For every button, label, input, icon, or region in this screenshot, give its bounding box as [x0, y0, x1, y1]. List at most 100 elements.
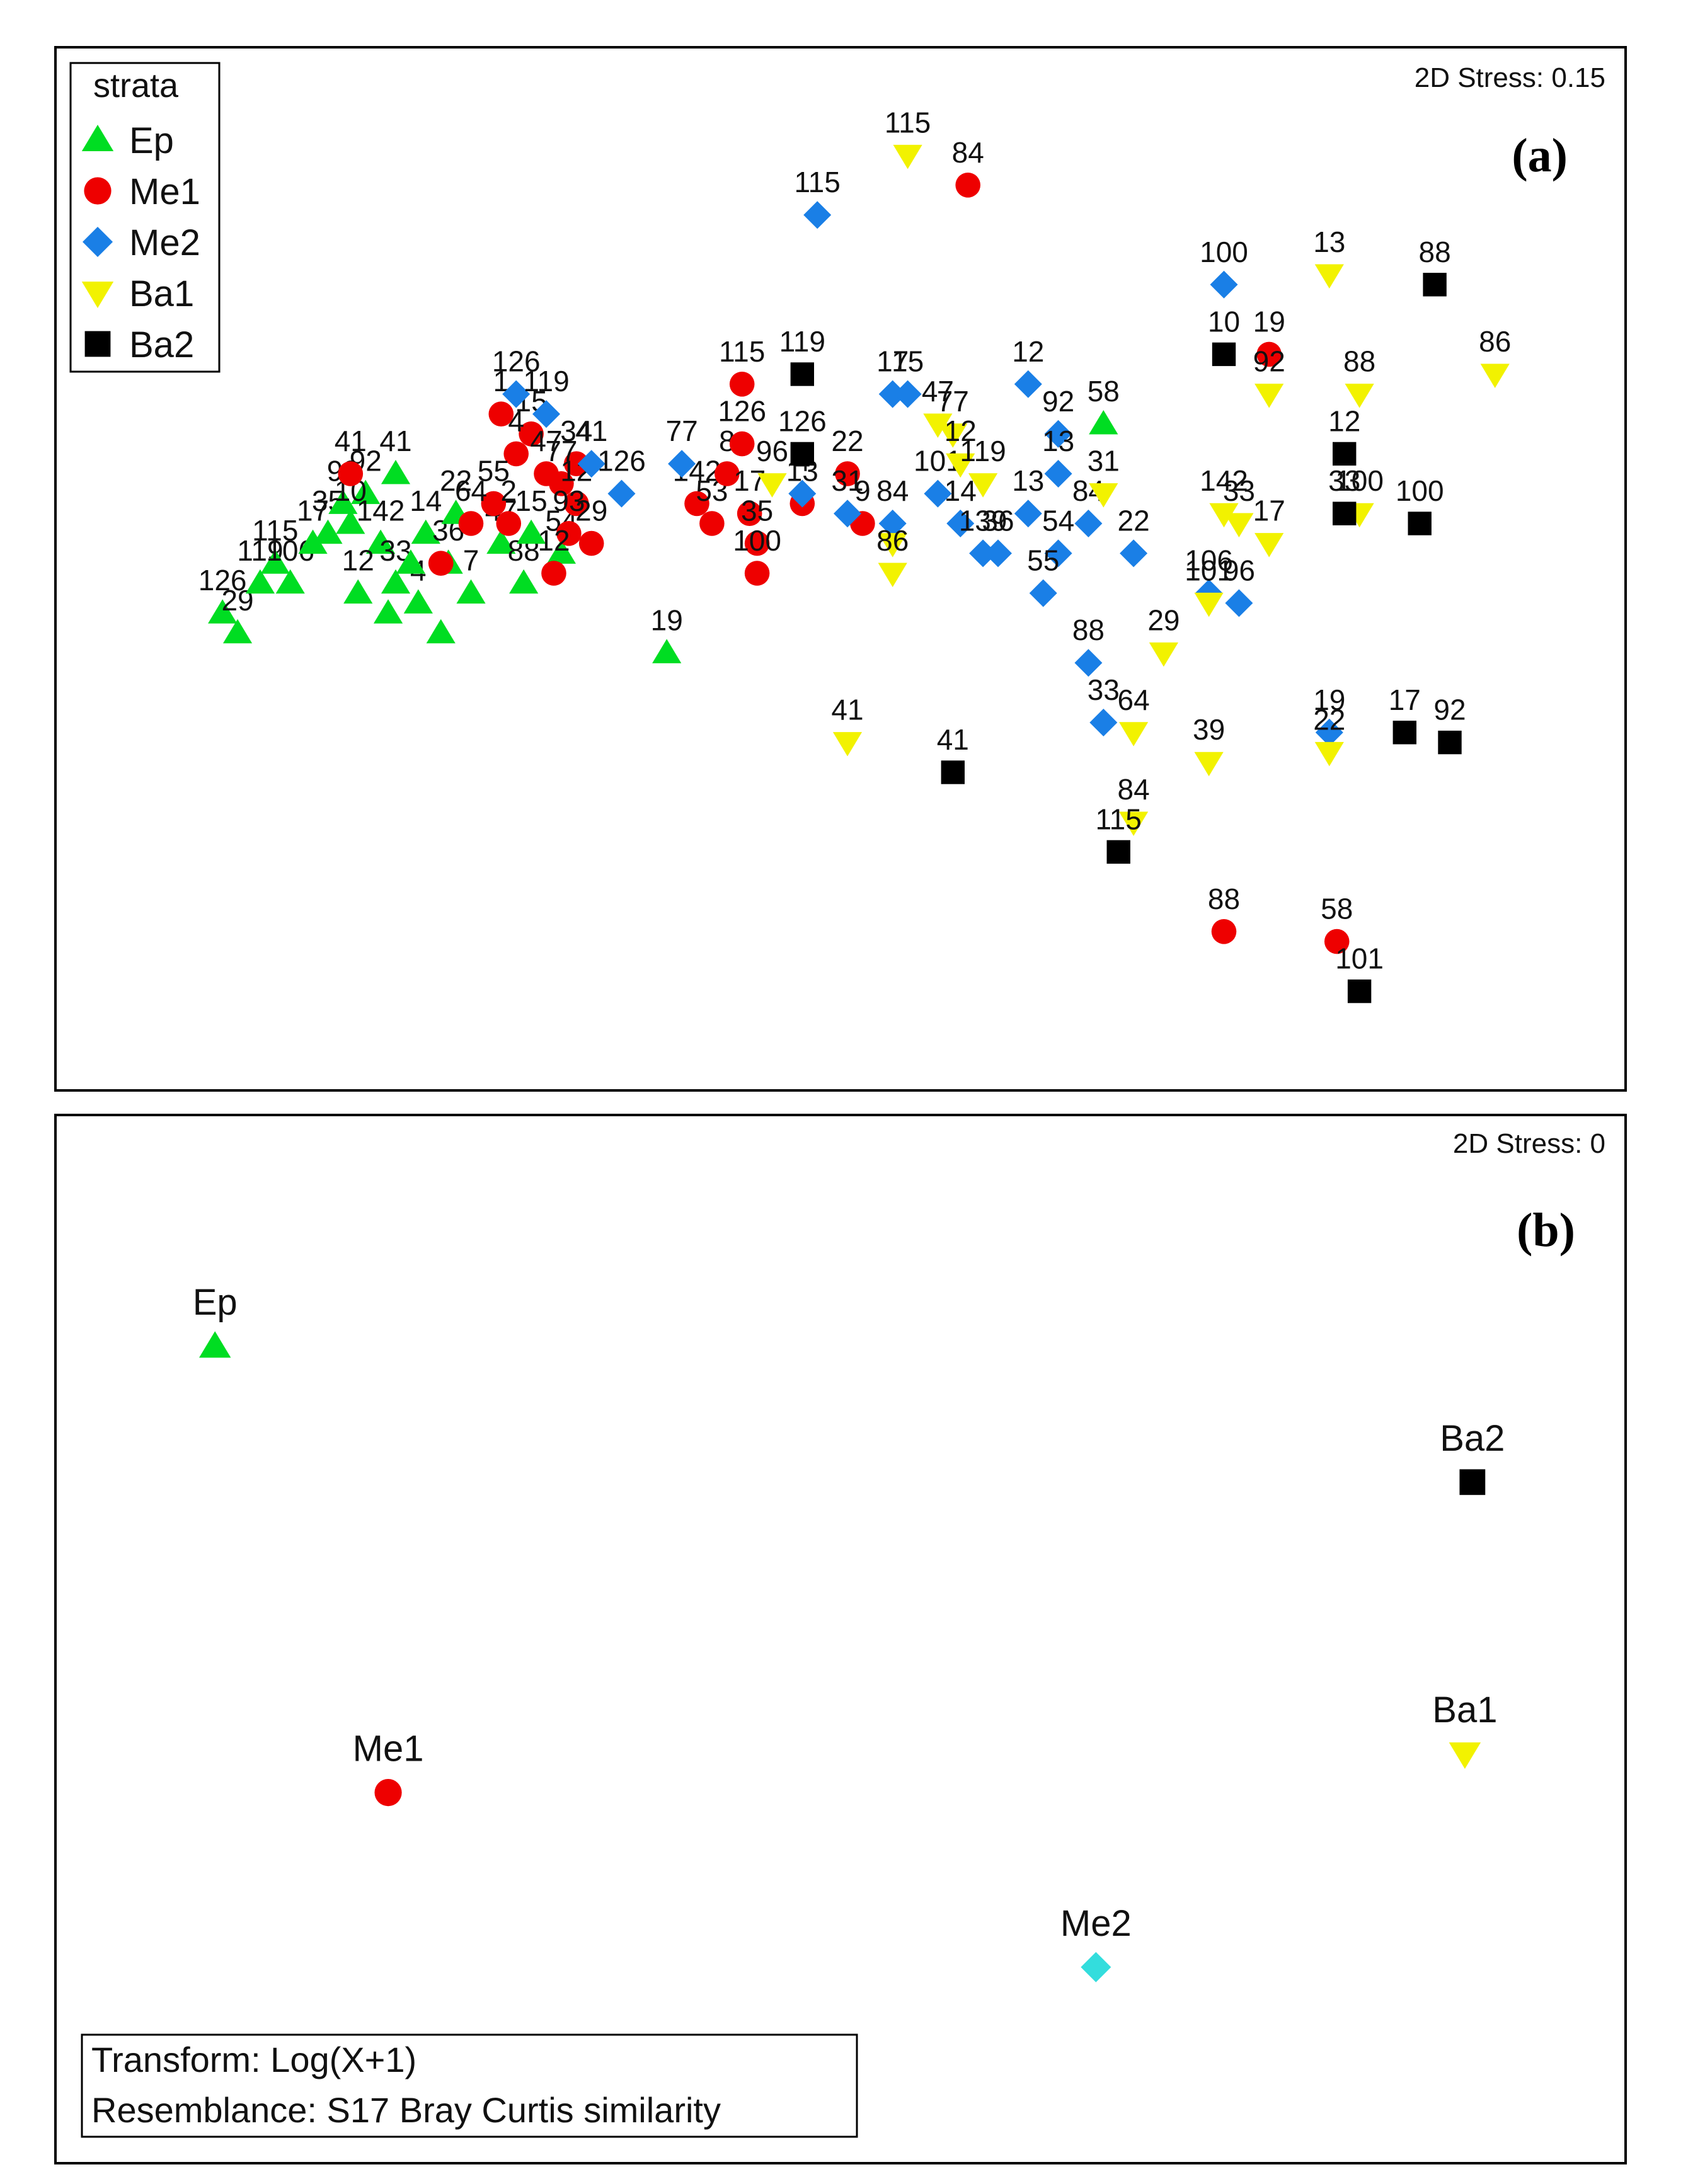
point-label-me2-7: 31 — [831, 464, 863, 497]
point-label-ep-10: 41 — [379, 425, 411, 457]
point-me2-15 — [1014, 370, 1042, 398]
point-label-ba1-4: 119 — [960, 435, 1006, 467]
point-ba1-5 — [757, 473, 787, 498]
point-ep-20 — [509, 569, 539, 594]
point-label-me1-25: 9 — [854, 474, 871, 507]
point-label-ep-26: 19 — [651, 603, 683, 636]
panel-a-points: 1262911911510617359892104114212331443622… — [198, 106, 1511, 1003]
point-label-ba1-1: 47 — [922, 375, 954, 408]
point-label-me2-27: 96 — [1223, 554, 1255, 586]
point-ba2-8 — [1423, 273, 1447, 297]
point-ba1-15 — [1224, 513, 1254, 537]
panel-a: 2D Stress: 0.15 (a) 12629119115106173598… — [54, 46, 1627, 1092]
centroid-ba2 — [1459, 1469, 1486, 1495]
point-me1-12 — [556, 521, 582, 546]
point-ep-26 — [652, 639, 682, 663]
point-label-ba1-12: 84 — [1118, 773, 1150, 806]
point-label-ba1-14: 142 — [1200, 464, 1248, 497]
panel-b-tag: (b) — [1517, 1204, 1575, 1257]
point-label-ba1-22: 22 — [1313, 703, 1345, 736]
point-label-me2-22: 22 — [1118, 504, 1150, 537]
point-label-ba1-7: 86 — [876, 524, 909, 557]
point-me2-14 — [984, 539, 1012, 568]
point-label-ba2-11: 101 — [1335, 942, 1384, 975]
point-label-ba2-2: 41 — [937, 723, 969, 756]
point-label-me1-11: 29 — [575, 495, 607, 527]
point-me1-5 — [564, 451, 589, 476]
point-label-me2-19: 54 — [1042, 504, 1074, 537]
point-ep-14 — [411, 519, 440, 544]
point-label-me1-4: 47 — [530, 425, 562, 457]
point-ba2-3 — [1106, 840, 1130, 864]
point-me1-24 — [835, 461, 860, 486]
point-ba1-9 — [1089, 483, 1118, 508]
centroid-ep — [199, 1331, 231, 1358]
point-me2-27 — [1225, 589, 1253, 617]
point-label-me1-18: 126 — [718, 395, 766, 428]
point-ep-19 — [486, 529, 516, 554]
point-label-ba1-18: 92 — [1253, 345, 1285, 378]
point-ep-23 — [373, 599, 403, 624]
point-ep-12 — [343, 579, 373, 604]
point-me1-8 — [458, 511, 484, 536]
point-ba1-2 — [938, 423, 968, 448]
point-label-ba2-10: 92 — [1433, 694, 1466, 726]
point-me1-11 — [578, 530, 604, 556]
point-label-ba1-23: 86 — [1479, 325, 1511, 358]
point-label-me1-6: 77 — [545, 435, 577, 467]
point-label-me2-9: 15 — [892, 345, 924, 378]
point-label-ep-3: 115 — [252, 514, 298, 547]
point-me1-27 — [1256, 341, 1282, 367]
point-label-ba1-15: 33 — [1223, 474, 1255, 507]
point-ep-8 — [351, 479, 381, 505]
point-label-me1-28: 88 — [1208, 883, 1240, 915]
point-ep-10 — [381, 460, 411, 484]
point-label-me2-20: 55 — [1027, 544, 1059, 577]
point-ep-3 — [260, 549, 290, 574]
point-label-me2-8: 17 — [876, 345, 909, 378]
point-label-ep-11: 142 — [357, 495, 405, 527]
point-ba1-8 — [832, 732, 863, 757]
legend-label-ba1: Ba1 — [129, 273, 194, 314]
point-me1-22 — [744, 561, 770, 586]
point-label-me2-13: 139 — [959, 504, 1008, 537]
point-me1-2 — [519, 421, 544, 447]
point-label-ba1-5: 96 — [756, 435, 788, 467]
point-label-ba1-21: 100 — [1335, 464, 1384, 497]
point-label-ba1-17: 17 — [1253, 495, 1285, 527]
point-label-me2-1: 119 — [523, 365, 569, 397]
point-label-ba1-19: 13 — [1313, 226, 1345, 258]
point-ep-27 — [1089, 410, 1118, 435]
point-label-me2-0: 126 — [492, 345, 541, 378]
centroid-label-ba2: Ba2 — [1440, 1418, 1505, 1459]
point-label-ba1-13: 39 — [1193, 713, 1225, 746]
point-me2-23 — [1074, 649, 1103, 677]
point-label-me2-18: 13 — [1012, 464, 1044, 497]
point-me2-0 — [502, 380, 531, 408]
legend-marker-me1 — [84, 177, 112, 205]
point-me1-6 — [549, 471, 574, 496]
point-me2-18 — [1014, 500, 1042, 528]
point-ba1-14 — [1209, 503, 1239, 528]
point-me2-24 — [1089, 709, 1118, 736]
point-label-me1-24: 22 — [831, 425, 863, 457]
point-ep-18 — [456, 579, 486, 604]
legend-marker-me2 — [83, 227, 113, 257]
point-label-ep-21: 15 — [515, 484, 548, 517]
legend-label-me1: Me1 — [129, 171, 200, 212]
point-label-ba2-1: 126 — [778, 404, 827, 437]
point-label-me2-3: 126 — [597, 445, 646, 477]
transform-note-line-2: Resemblance: S17 Bray Curtis similarity — [91, 2090, 721, 2130]
transform-note: Transform: Log(X+1) Resemblance: S17 Bra… — [81, 2033, 858, 2138]
point-ba2-7 — [1408, 512, 1432, 535]
point-me1-21 — [744, 530, 770, 556]
legend-title: strata — [93, 67, 179, 105]
legend: strata Ep Me1 Me2 Ba1 Ba2 — [69, 62, 221, 373]
point-label-ba2-9: 17 — [1389, 683, 1421, 716]
point-label-me1-5: 34 — [560, 415, 592, 447]
point-ba2-1 — [790, 442, 814, 466]
point-label-ba1-8: 41 — [831, 694, 863, 726]
point-ba1-23 — [1480, 363, 1510, 388]
point-ba1-4 — [968, 473, 998, 498]
panel-b-stress: 2D Stress: 0 — [1453, 1128, 1605, 1159]
